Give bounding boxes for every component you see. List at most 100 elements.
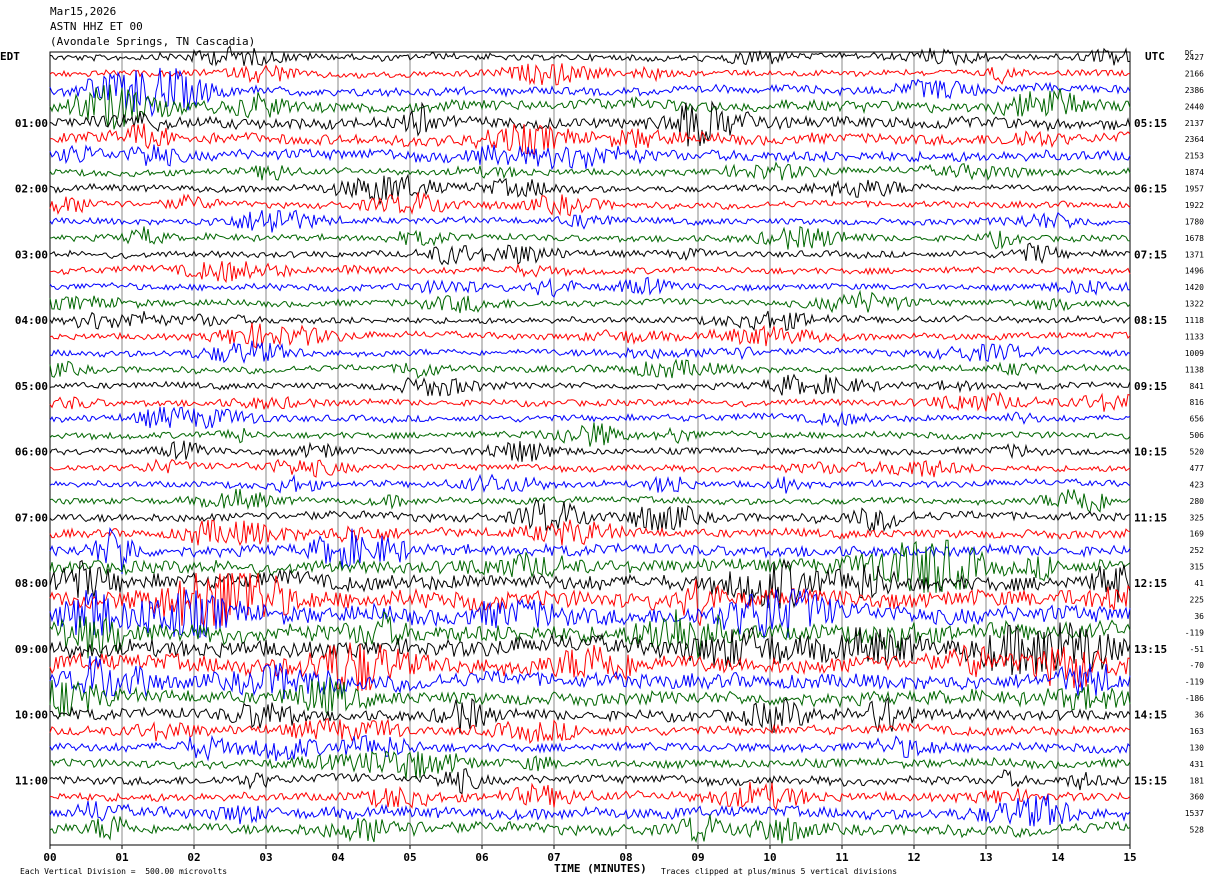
x-tick-label: 04: [331, 851, 345, 864]
dc-offset-label: -70: [1190, 661, 1205, 670]
x-tick-label: 14: [1051, 851, 1065, 864]
seismic-trace: [49, 750, 1131, 780]
x-tick-label: 00: [43, 851, 56, 864]
edt-hour-label: 04:00: [15, 314, 48, 327]
seismic-trace: [49, 499, 1131, 533]
dc-offset-label: 280: [1190, 497, 1205, 506]
dc-offset-label: 506: [1190, 431, 1205, 440]
dc-offset-label: 36: [1194, 612, 1204, 621]
utc-hour-label: 06:15: [1134, 183, 1167, 196]
x-axis-label: TIME (MINUTES): [554, 862, 647, 875]
dc-offset-label: 2386: [1185, 86, 1204, 95]
utc-hour-label: 08:15: [1134, 314, 1167, 327]
seismic-trace: [49, 519, 1131, 546]
seismic-trace: [49, 656, 1131, 700]
seismic-trace: [49, 84, 1131, 130]
utc-hour-label: 12:15: [1134, 577, 1167, 590]
dc-offset-label: -186: [1185, 694, 1204, 703]
right-axis-title: UTC: [1145, 50, 1165, 63]
x-tick-label: 10: [763, 851, 776, 864]
seismic-trace: [49, 677, 1131, 718]
dc-offset-label: 2153: [1185, 152, 1204, 161]
x-tick-label: 08: [619, 851, 632, 864]
dc-offset-label: 2427: [1185, 53, 1204, 62]
dc-offset-label: -119: [1185, 628, 1204, 637]
dc-offset-label: 325: [1190, 513, 1205, 522]
x-tick-label: 09: [691, 851, 704, 864]
seismic-trace: [49, 718, 1131, 744]
seismic-trace: [49, 226, 1131, 250]
seismic-trace: [49, 768, 1131, 795]
seismic-trace: [49, 340, 1131, 364]
seismic-trace: [49, 622, 1131, 676]
utc-hour-label: 14:15: [1134, 709, 1167, 722]
x-tick-label: 11: [835, 851, 849, 864]
seismic-trace: [49, 539, 1131, 593]
dc-offset-label: 41: [1194, 579, 1204, 588]
seismic-trace: [49, 609, 1131, 659]
seismic-trace: [49, 559, 1131, 609]
seismic-trace: [49, 322, 1131, 349]
seismic-trace: [49, 242, 1131, 266]
seismic-trace: [49, 192, 1131, 217]
seismic-trace: [49, 63, 1131, 86]
dc-offset-label: 1496: [1185, 267, 1204, 276]
x-tick-label: 02: [187, 851, 200, 864]
dc-offset-label: -51: [1190, 645, 1205, 654]
plot-frame: [49, 51, 1131, 846]
seismic-trace: [50, 781, 1131, 811]
dc-title: DC: [1185, 49, 1194, 57]
utc-hour-label: 09:15: [1134, 380, 1167, 393]
seismic-trace: [49, 209, 1131, 233]
dc-offset-label: 1678: [1185, 234, 1204, 243]
dc-offset-label: 1780: [1185, 217, 1204, 226]
dc-offset-label: 1922: [1185, 201, 1204, 210]
dc-offset-label: 841: [1190, 382, 1205, 391]
dc-offset-label: 252: [1190, 546, 1205, 555]
header-date: Mar15,2026: [50, 5, 117, 18]
edt-hour-label: 08:00: [15, 577, 48, 590]
dc-offset-label: 315: [1190, 563, 1205, 572]
dc-offset-label: 1133: [1185, 332, 1204, 341]
utc-hour-label: 13:15: [1134, 643, 1167, 656]
x-tick-label: 13: [979, 851, 992, 864]
clip-note: Traces clipped at plus/minus 5 vertical …: [661, 867, 898, 876]
dc-offset-label: 656: [1190, 415, 1205, 424]
dc-offset-label: 2166: [1185, 69, 1204, 78]
dc-offset-label: 528: [1190, 826, 1205, 835]
header-station: ASTN HHZ ET 00: [50, 20, 143, 33]
edt-hour-label: 06:00: [15, 446, 48, 459]
seismic-trace: [49, 458, 1131, 478]
header-location: (Avondale Springs, TN Cascadia): [50, 35, 256, 48]
seismic-trace: [49, 276, 1130, 298]
dc-offset-label: 431: [1190, 760, 1205, 769]
seismic-trace: [49, 488, 1131, 514]
x-tick-label: 01: [115, 851, 129, 864]
seismic-trace: [49, 100, 1131, 147]
dc-offset-label: 1009: [1185, 349, 1204, 358]
seismic-trace: [49, 373, 1131, 397]
utc-hour-label: 15:15: [1134, 774, 1167, 787]
seismic-trace: [49, 794, 1131, 827]
x-tick-label: 07: [547, 851, 560, 864]
edt-hour-label: 11:00: [15, 774, 48, 787]
dc-offset-label: 36: [1194, 711, 1204, 720]
dc-offset-label: 1537: [1185, 809, 1204, 818]
utc-hour-label: 05:15: [1134, 117, 1167, 130]
edt-hour-label: 09:00: [15, 643, 48, 656]
seismic-trace: [49, 734, 1131, 762]
x-tick-label: 12: [907, 851, 920, 864]
edt-hour-label: 01:00: [15, 117, 48, 130]
seismic-trace: [49, 261, 1131, 284]
dc-offset-label: 130: [1190, 743, 1205, 752]
dc-offset-label: 1371: [1185, 250, 1204, 259]
edt-hour-label: 02:00: [15, 183, 48, 196]
seismic-trace: [49, 696, 1131, 734]
dc-offset-label: 1420: [1185, 283, 1204, 292]
dc-offset-label: 2137: [1185, 119, 1204, 128]
dc-offset-label: 2364: [1185, 135, 1204, 144]
dc-offset-label: 2440: [1185, 102, 1204, 111]
seismic-trace: [49, 45, 1131, 67]
seismic-trace: [49, 144, 1131, 171]
